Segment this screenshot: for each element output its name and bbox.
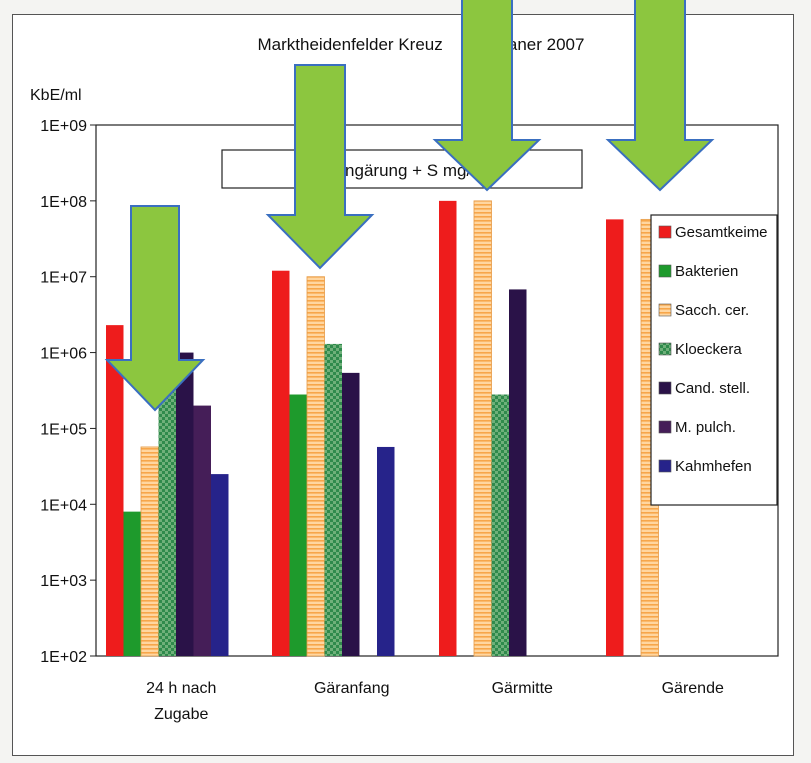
legend-swatch: [658, 303, 672, 317]
y-axis-label: KbE/ml: [30, 87, 82, 104]
bar: [491, 394, 509, 656]
y-tick-label: 1E+07: [40, 270, 87, 287]
y-tick-label: 1E+02: [40, 649, 87, 666]
x-tick-label: Gäranfang: [314, 680, 390, 697]
green-arrow-1: [104, 205, 206, 412]
legend-swatch: [658, 459, 672, 473]
legend-swatch: [658, 225, 672, 239]
bar: [606, 219, 624, 656]
legend-swatch: [658, 342, 672, 356]
legend-label: Kloeckera: [675, 341, 742, 358]
bar: [439, 200, 457, 656]
y-tick-label: 1E+06: [40, 346, 87, 363]
x-tick-label: Gärmitte: [492, 680, 553, 697]
green-arrow-4: [605, 0, 715, 192]
bar: [324, 343, 342, 656]
bar: [473, 200, 492, 657]
chart-subtitle: S ngärung + S mg/l: [329, 161, 475, 180]
chart-title: Marktheidenfelder Kreuz Silvaner 2007: [258, 35, 585, 54]
y-tick-label: 1E+08: [40, 194, 87, 211]
bar: [509, 289, 527, 656]
bar: [377, 446, 395, 656]
bar: [140, 446, 159, 657]
x-tick-label: Gärende: [662, 680, 724, 697]
bar: [211, 474, 229, 656]
bar: [123, 511, 141, 656]
legend-swatch: [658, 420, 672, 434]
x-tick-label: 24 h nach: [146, 680, 216, 697]
y-tick-label: 1E+09: [40, 118, 87, 135]
bar: [272, 270, 290, 656]
x-tick-label: Zugabe: [154, 706, 208, 723]
subtitle-box: [221, 149, 583, 189]
y-tick-label: 1E+04: [40, 497, 87, 514]
bar: [342, 372, 360, 656]
legend: [650, 214, 778, 506]
plot-area: [95, 124, 779, 657]
green-arrow-3: [432, 0, 542, 192]
green-arrow-2: [265, 64, 375, 270]
legend-label: Kahmhefen: [675, 458, 752, 475]
y-tick-label: 1E+05: [40, 421, 87, 438]
bar: [158, 352, 176, 656]
legend-label: M. pulch.: [675, 419, 736, 436]
bar: [289, 394, 307, 656]
legend-label: Cand. stell.: [675, 380, 750, 397]
legend-label: Gesamtkeime: [675, 224, 768, 241]
bar: [176, 352, 194, 656]
bar: [106, 325, 124, 656]
bar: [306, 276, 325, 657]
legend-label: Bakterien: [675, 263, 738, 280]
legend-label: Sacch. cer.: [675, 302, 749, 319]
y-tick-label: 1E+03: [40, 573, 87, 590]
legend-swatch: [658, 264, 672, 278]
bar: [193, 405, 211, 656]
legend-swatch: [658, 381, 672, 395]
